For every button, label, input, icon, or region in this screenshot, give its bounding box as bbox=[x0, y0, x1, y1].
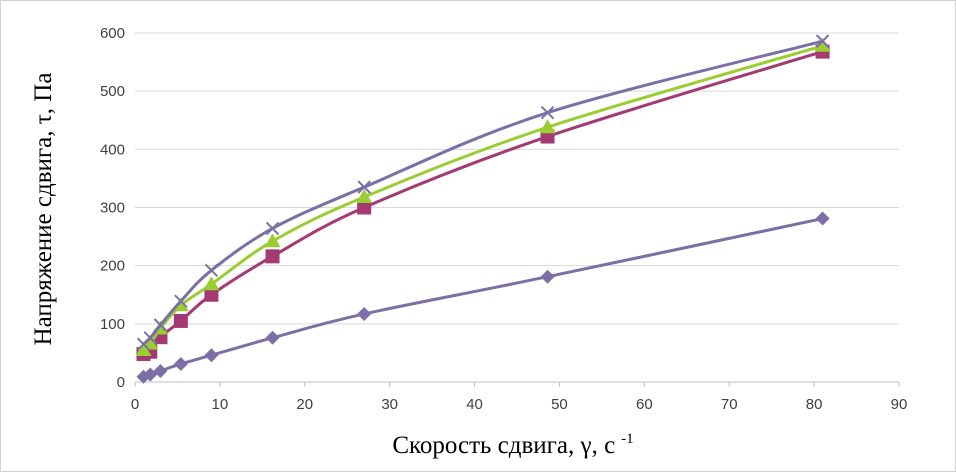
y-tick-label: 500 bbox=[100, 83, 125, 100]
data-point-triangle bbox=[814, 37, 831, 52]
data-point-square bbox=[265, 249, 280, 264]
data-point-x bbox=[204, 263, 219, 278]
series-1-line bbox=[143, 217, 823, 379]
data-point-diamond bbox=[265, 330, 280, 345]
data-point-diamond bbox=[540, 269, 555, 284]
x-tick-label: 10 bbox=[212, 396, 229, 413]
data-point-x bbox=[174, 294, 188, 308]
data-point-square bbox=[173, 313, 188, 328]
data-point-square bbox=[357, 200, 372, 215]
x-tick-label: 0 bbox=[131, 396, 139, 413]
data-point-x bbox=[357, 180, 371, 194]
y-tick-label: 400 bbox=[100, 141, 125, 158]
data-point-triangle bbox=[264, 233, 281, 248]
data-point-diamond bbox=[173, 356, 188, 371]
x-tick-label: 90 bbox=[891, 396, 908, 413]
data-point-triangle bbox=[356, 189, 373, 204]
y-tick-label: 300 bbox=[100, 200, 125, 217]
x-tick-label: 80 bbox=[806, 396, 823, 413]
tick-labels: 0 100 200 300 400 500 600 0 10 20 30 40 50 60 70 80 90 bbox=[100, 25, 907, 413]
y-axis-title: Напряжение сдвига, τ, Па bbox=[30, 73, 57, 346]
axes bbox=[134, 381, 900, 387]
x-tick-label: 30 bbox=[381, 396, 398, 413]
data-point-x bbox=[143, 331, 157, 345]
data-point-diamond bbox=[815, 211, 830, 226]
data-point-square bbox=[204, 287, 219, 302]
y-tick-label: 0 bbox=[117, 374, 125, 391]
gridlines bbox=[135, 32, 899, 325]
series-4 bbox=[136, 34, 830, 351]
y-tick-label: 200 bbox=[100, 258, 125, 275]
data-point-x bbox=[153, 318, 168, 332]
data-point-x bbox=[540, 105, 555, 120]
data-point-diamond bbox=[153, 363, 168, 378]
data-point-x bbox=[265, 221, 280, 236]
data-point-x bbox=[815, 34, 830, 48]
data-point-diamond bbox=[357, 306, 372, 321]
data-point-triangle bbox=[203, 276, 220, 291]
data-point-triangle bbox=[539, 119, 556, 134]
x-tick-label: 20 bbox=[296, 396, 313, 413]
y-tick-label: 100 bbox=[100, 316, 125, 333]
x-tick-label: 40 bbox=[466, 396, 483, 413]
x-axis-title-main: Скорость сдвига, γ, с bbox=[392, 432, 615, 459]
x-tick-label: 60 bbox=[636, 396, 653, 413]
x-tick-label: 70 bbox=[721, 396, 738, 413]
x-axis-title-superscript: -1 bbox=[621, 431, 634, 447]
series-1 bbox=[136, 211, 830, 384]
x-axis-title: Скорость сдвига, γ, с -1 bbox=[392, 431, 633, 459]
series bbox=[135, 34, 831, 384]
x-tick-label: 50 bbox=[551, 396, 568, 413]
series-3 bbox=[135, 37, 831, 357]
series-4-line bbox=[142, 39, 823, 346]
y-tick-label: 600 bbox=[100, 25, 125, 42]
series-2-line bbox=[143, 50, 824, 356]
data-point-diamond bbox=[204, 348, 219, 363]
series-2 bbox=[136, 44, 830, 362]
